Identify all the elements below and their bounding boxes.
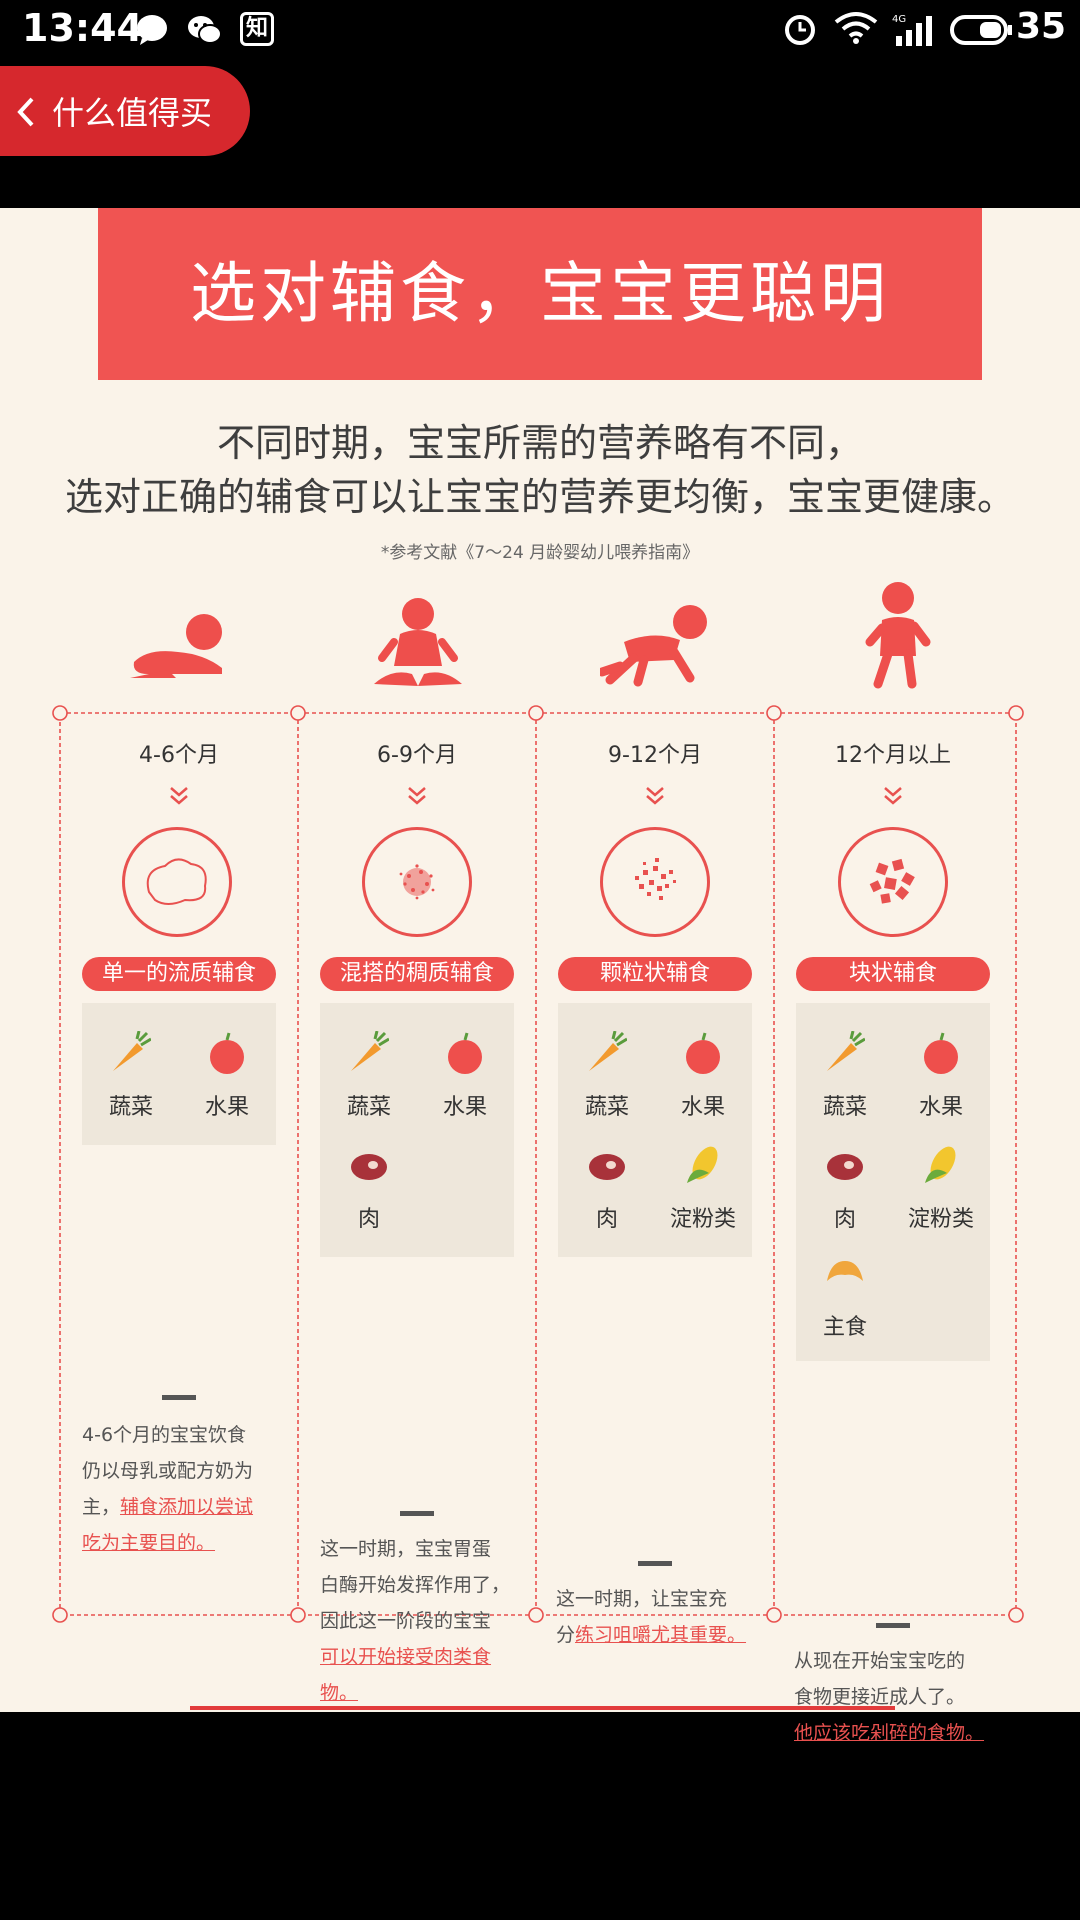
stage-type-badge: 单一的流质辅食: [82, 957, 276, 991]
double-chevron-down-icon: [170, 787, 188, 805]
back-button-label: 什么值得买: [52, 94, 213, 132]
liquid-texture-icon: [146, 858, 207, 905]
double-chevron-down-icon: [408, 787, 426, 805]
chevron-left-icon: [17, 97, 34, 127]
svg-text:4G: 4G: [892, 14, 906, 25]
double-chevron-down-icon: [646, 787, 664, 805]
carrot-icon: [113, 1031, 151, 1071]
apple-icon: [448, 1032, 482, 1074]
apple-icon: [210, 1032, 244, 1074]
food-box: 蔬菜 水果 肉 淀粉类 主食: [796, 1003, 990, 1361]
divider-dash: [876, 1623, 910, 1628]
divider-dash: [400, 1511, 434, 1516]
carrot-icon: [589, 1031, 627, 1071]
apple-icon: [686, 1032, 720, 1074]
texture-circle-liquid: [122, 827, 232, 937]
battery-level: 35: [1016, 6, 1067, 47]
texture-circle-chunky: [838, 827, 948, 937]
carrot-icon: [351, 1031, 389, 1071]
divider-dash: [162, 1395, 196, 1400]
croissant-icon: [827, 1261, 863, 1281]
baby-sitting-icon: [374, 598, 462, 686]
baby-lying-icon: [130, 614, 222, 678]
stage-age-label: 4-6个月: [139, 743, 219, 768]
food-label: 淀粉类: [669, 1207, 736, 1232]
corn-icon: [687, 1146, 718, 1183]
meat-icon: [827, 1154, 863, 1180]
food-label: 肉: [833, 1207, 856, 1232]
granular-texture-icon: [635, 858, 676, 900]
food-box: 蔬菜 水果 肉: [320, 1003, 514, 1257]
stage-age-label: 6-9个月: [377, 743, 457, 768]
apple-icon: [924, 1032, 958, 1074]
battery-icon: [950, 15, 1012, 45]
double-chevron-down-icon: [884, 787, 902, 805]
fine-texture-icon: [399, 864, 435, 900]
food-label: 水果: [680, 1095, 725, 1120]
back-button[interactable]: 什么值得买: [0, 66, 250, 156]
divider-dash: [638, 1561, 672, 1566]
food-label: 水果: [918, 1095, 963, 1120]
meat-icon: [351, 1154, 387, 1180]
stage-type-badge: 块状辅食: [796, 957, 990, 991]
food-label: 蔬菜: [584, 1095, 629, 1120]
stage-grid-frame: [52, 705, 1024, 1623]
food-label: 主食: [822, 1315, 867, 1340]
wifi-icon: [834, 12, 878, 44]
stage-age-label: 9-12个月: [608, 743, 702, 768]
food-label: 淀粉类: [907, 1207, 974, 1232]
chunky-texture-icon: [869, 858, 915, 904]
stage-description: 这一时期，让宝宝充 分练习咀嚼尤其重要。: [556, 1588, 747, 1646]
intro-line-1: 不同时期，宝宝所需的营养略有不同，: [216, 421, 863, 465]
stage-type-badge: 混搭的稠质辅食: [320, 957, 514, 991]
meat-icon: [589, 1154, 625, 1180]
food-label: 肉: [357, 1207, 380, 1232]
status-time: 13:44: [22, 6, 143, 50]
stage-description: 从现在开始宝宝吃的 食物更接近成人了。 他应该吃剁碎的食物。: [794, 1650, 985, 1744]
corn-icon: [925, 1146, 956, 1183]
food-label: 水果: [204, 1095, 249, 1120]
texture-circle-paste: [362, 827, 472, 937]
title-banner: 选对辅食，宝宝更聪明: [98, 208, 982, 380]
alarm-icon: [785, 15, 815, 45]
reference-note: *参考文献《7～24 月龄婴幼儿喂养指南》: [380, 543, 700, 563]
infographic: 选对辅食，宝宝更聪明 不同时期，宝宝所需的营养略有不同， 选对正确的辅食可以让宝…: [0, 208, 1080, 1744]
baby-walking-icon: [865, 582, 931, 689]
stage-type-badge: 颗粒状辅食: [558, 957, 752, 991]
zhihu-icon: 知: [240, 12, 274, 46]
food-label: 蔬菜: [822, 1095, 867, 1120]
food-label: 肉: [595, 1207, 618, 1232]
page-title: 选对辅食，宝宝更聪明: [190, 255, 890, 332]
food-box: 蔬菜 水果 肉 淀粉类: [558, 1003, 752, 1257]
food-label: 水果: [442, 1095, 487, 1120]
chat-bubble-icon: [137, 15, 167, 45]
stage-description: 4-6个月的宝宝饮食 仍以母乳或配方奶为 主，辅食添加以尝试 吃为主要目的。: [82, 1424, 254, 1554]
food-box: 蔬菜 水果: [82, 1003, 276, 1145]
stage-age-label: 12个月以上: [835, 743, 951, 768]
wechat-icon: [188, 16, 222, 44]
signal-4g-icon: 4G: [892, 14, 932, 46]
intro-line-2: 选对正确的辅食可以让宝宝的营养更均衡，宝宝更健康。: [64, 475, 1015, 519]
food-label: 蔬菜: [108, 1095, 153, 1120]
food-label: 蔬菜: [346, 1095, 391, 1120]
texture-circle-granular: [600, 827, 710, 937]
baby-crawling-icon: [600, 605, 707, 687]
stage-description: 这一时期，宝宝胃蛋 白酶开始发挥作用了， 因此这一阶段的宝宝 可以开始接受肉类食…: [320, 1538, 511, 1704]
carrot-icon: [827, 1031, 865, 1071]
status-bar: 13:44 知 4G 35: [0, 0, 1080, 62]
bottom-divider: [190, 1706, 895, 1710]
